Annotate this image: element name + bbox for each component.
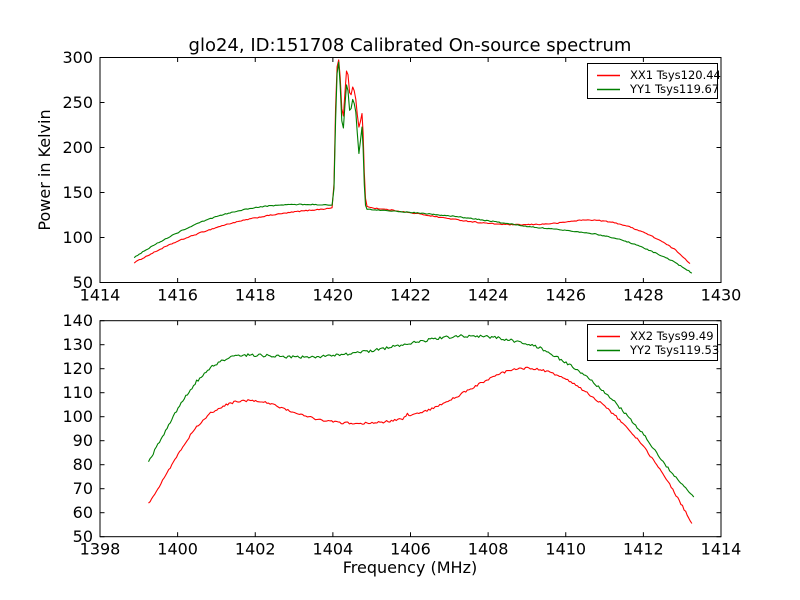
bottom-legend: XX2 Tsys99.49 YY2 Tsys119.53: [587, 324, 719, 361]
x-tick-label: 1426: [545, 286, 586, 305]
x-tick-label: 1402: [235, 540, 276, 559]
legend-entry: XX2 Tsys99.49: [595, 329, 714, 343]
y-tick-label: 110: [62, 383, 93, 402]
series-YY1: [133, 61, 693, 274]
x-tick-label: 1406: [390, 540, 431, 559]
x-tick-label: 1430: [701, 286, 742, 305]
legend-label: YY1 Tsys119.67: [630, 82, 720, 96]
series-XX1: [133, 59, 691, 265]
y-tick-label: 70: [73, 479, 93, 498]
legend-line-sample-xx2: [597, 335, 620, 337]
y-tick-label: 300: [62, 48, 93, 67]
top-legend: XX1 Tsys120.44 YY1 Tsys119.67: [587, 63, 721, 99]
x-tick-label: 1414: [80, 286, 121, 305]
legend-line-sample-yy2: [597, 349, 620, 351]
plot-title: glo24, ID:151708 Calibrated On-source sp…: [189, 35, 632, 56]
y-tick-label: 100: [62, 228, 93, 247]
legend-line-sample-xx1: [597, 74, 620, 76]
y-tick-label: 100: [62, 407, 93, 426]
x-tick-label: 1400: [157, 540, 198, 559]
legend-entry: XX1 Tsys120.44: [595, 68, 721, 82]
y-tick-label: 130: [62, 335, 93, 354]
y-tick-label: 80: [73, 455, 93, 474]
y-axis-label: Power in Kelvin: [35, 109, 54, 230]
x-tick-label: 1412: [623, 540, 664, 559]
series-YY2: [148, 334, 695, 498]
x-tick-label: 1416: [157, 286, 198, 305]
x-tick-label: 1418: [235, 286, 276, 305]
y-tick-label: 50: [73, 527, 93, 546]
y-tick-label: 140: [62, 311, 93, 330]
legend-entry: YY2 Tsys119.53: [595, 343, 719, 357]
x-tick-label: 1410: [545, 540, 586, 559]
top-axes: 1414 1416 1418 1420 1422 1424 1426 1428 1430 50 10…: [62, 48, 741, 305]
y-tick-label: 150: [62, 183, 93, 202]
y-tick-label: 50: [73, 273, 93, 292]
legend-label: XX1 Tsys120.44: [630, 68, 721, 82]
bottom-axes: 1398 1400 1402 1404 1406 1408 1410 1412 1414 50 60…: [62, 311, 741, 559]
y-tick-label: 60: [73, 503, 93, 522]
y-tick-label: 200: [62, 138, 93, 157]
x-tick-label: 1414: [701, 540, 742, 559]
legend-entry: YY1 Tsys119.67: [595, 82, 719, 96]
x-axis-label: Frequency (MHz): [343, 558, 477, 577]
series-XX2: [148, 366, 693, 524]
legend-label: YY2 Tsys119.53: [630, 343, 720, 357]
x-tick-label: 1398: [80, 540, 121, 559]
x-tick-label: 1404: [313, 540, 354, 559]
x-tick-label: 1428: [623, 286, 664, 305]
x-tick-label: 1420: [313, 286, 354, 305]
x-tick-label: 1424: [468, 286, 509, 305]
y-tick-label: 250: [62, 93, 93, 112]
x-tick-label: 1408: [468, 540, 509, 559]
legend-label: XX2 Tsys99.49: [630, 329, 714, 343]
y-tick-label: 120: [62, 359, 93, 378]
y-tick-label: 90: [73, 431, 93, 450]
legend-line-sample-yy1: [597, 88, 620, 90]
x-tick-label: 1422: [390, 286, 431, 305]
